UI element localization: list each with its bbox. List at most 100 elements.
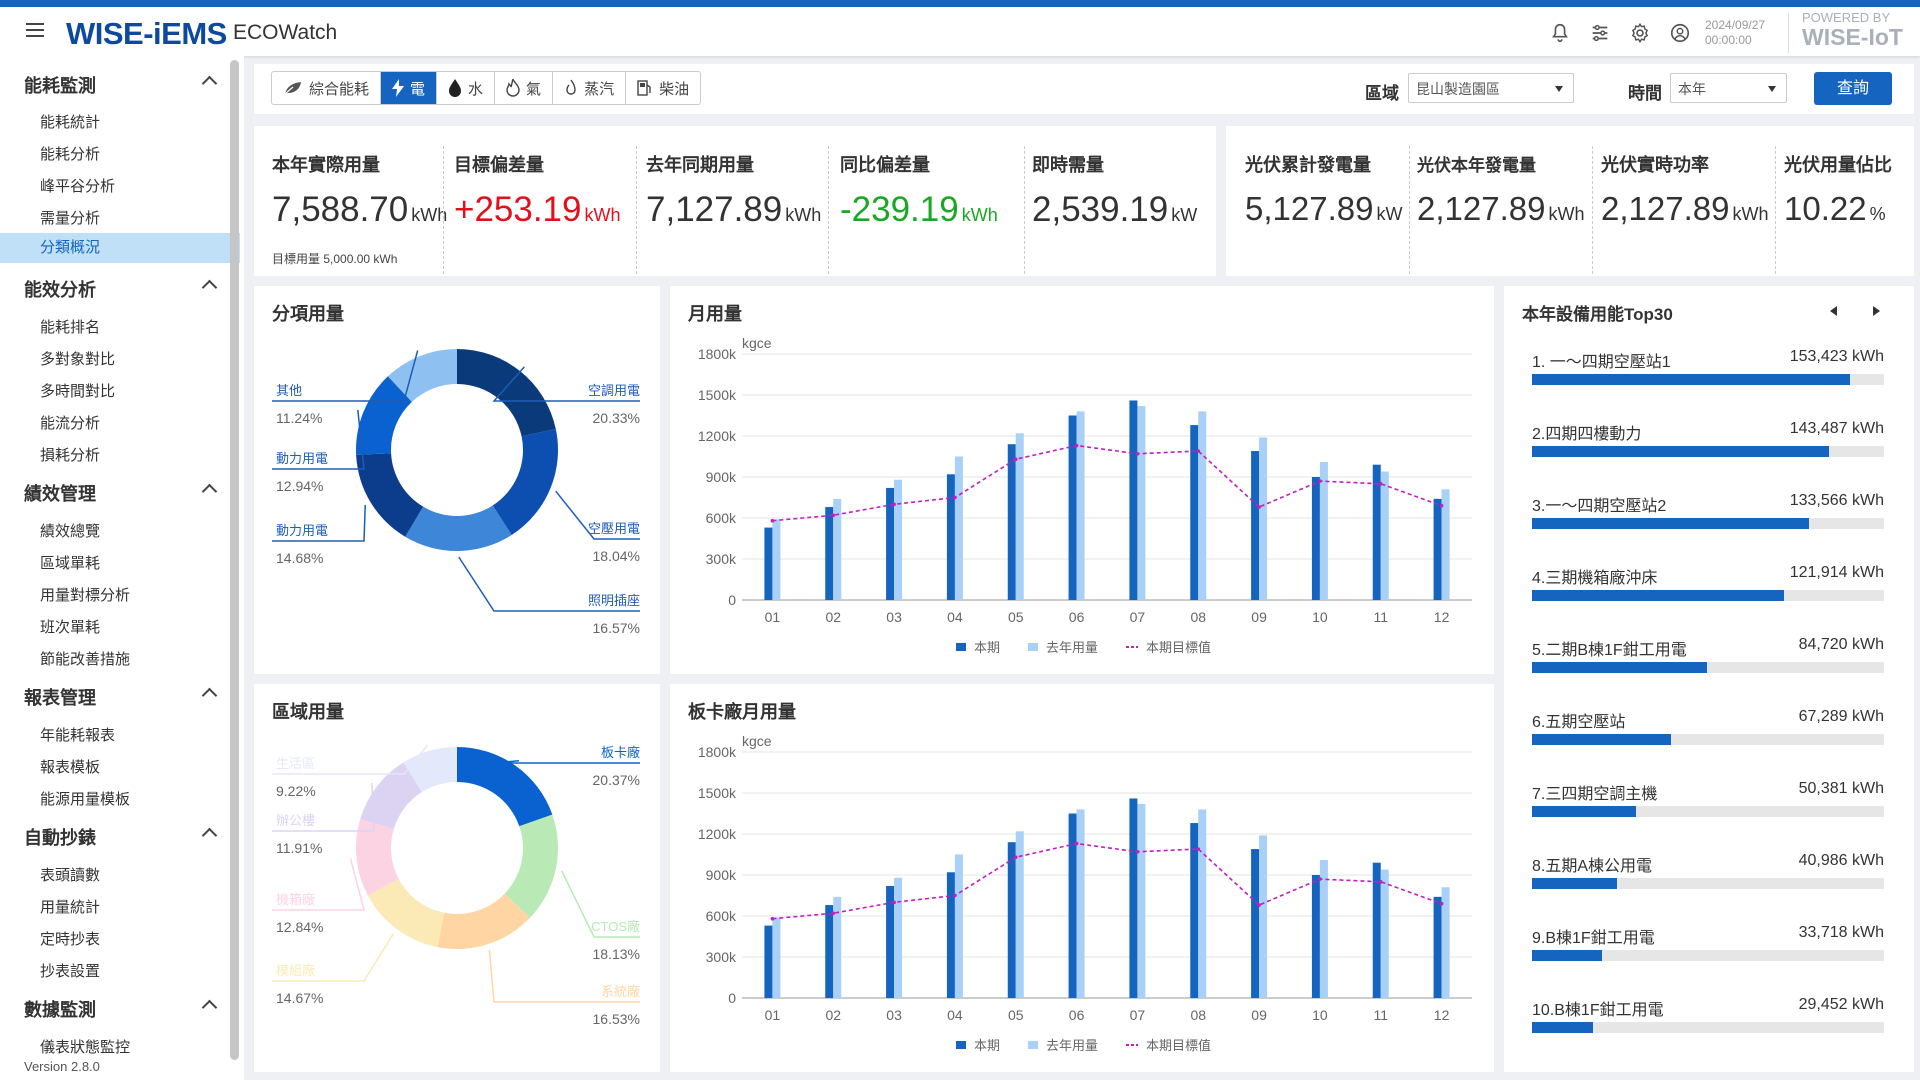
current-datetime: 2024/09/27 00:00:00 <box>1705 18 1765 48</box>
sidebar-item[interactable]: 損耗分析 <box>40 447 101 464</box>
time-select[interactable]: 本年 <box>1670 73 1787 103</box>
bar-current <box>886 885 895 998</box>
chevron-up-icon[interactable] <box>201 999 218 1016</box>
y-tick-label: 600k <box>706 908 737 924</box>
x-tick-label: 11 <box>1373 609 1388 625</box>
sidebar-item[interactable]: 績效總覽 <box>40 523 101 540</box>
dropdown-arrow-icon <box>1768 86 1776 92</box>
sidebar-group-data-monitoring[interactable]: 數據監測 <box>24 1000 96 1020</box>
tab-electricity[interactable]: 電 <box>381 72 438 104</box>
bar-last-year <box>894 479 903 600</box>
bar-current <box>1311 477 1320 600</box>
kpi-unit: kWh <box>584 205 621 225</box>
x-tick-label: 07 <box>1130 609 1146 625</box>
water-drop-icon <box>449 79 462 97</box>
bell-icon[interactable] <box>1549 22 1571 44</box>
chevron-up-icon[interactable] <box>201 279 218 296</box>
tab-steam[interactable]: 蒸汽 <box>553 72 627 104</box>
donut-slice-pct: 11.24% <box>276 410 322 426</box>
bar-current <box>1251 849 1260 998</box>
sidebar-item[interactable]: 能耗排名 <box>40 319 101 336</box>
sidebar-item[interactable]: 年能耗報表 <box>40 727 116 744</box>
user-icon[interactable] <box>1669 22 1691 44</box>
time-label: 時間 <box>1628 84 1662 103</box>
pv-kpi-value: 2,127.89 kWh <box>1601 190 1768 228</box>
sidebar-item[interactable]: 能耗統計 <box>40 114 101 131</box>
target-point <box>1196 449 1201 453</box>
sidebar-item[interactable]: 能耗分析 <box>40 146 101 163</box>
donut-leader-line <box>555 490 640 540</box>
tab-water[interactable]: 水 <box>437 72 496 104</box>
y-tick-label: 900k <box>706 469 737 485</box>
sidebar-item[interactable]: 儀表狀態監控 <box>40 1039 131 1056</box>
sidebar-item[interactable]: 能源用量模板 <box>40 791 131 808</box>
chevron-up-icon[interactable] <box>201 483 218 500</box>
sidebar-item[interactable]: 多對象對比 <box>40 351 116 368</box>
donut-slice <box>504 814 558 918</box>
sidebar-item[interactable]: 區域單耗 <box>40 555 101 572</box>
kpi-number: -239.19 <box>840 190 959 229</box>
target-point <box>1378 880 1383 884</box>
sidebar-scrollbar[interactable] <box>230 60 239 1060</box>
tab-diesel[interactable]: 柴油 <box>626 72 700 104</box>
sidebar-item[interactable]: 定時抄表 <box>40 931 101 948</box>
prev-arrow-icon[interactable] <box>1830 306 1837 316</box>
bar-current <box>1433 498 1442 600</box>
donut-slice-label: 辦公樓 <box>276 813 315 828</box>
chevron-up-icon[interactable] <box>201 75 218 92</box>
sidebar-group-reports[interactable]: 報表管理 <box>24 688 96 708</box>
sidebar-item[interactable]: 報表模板 <box>40 759 101 776</box>
bar-last-year <box>833 498 842 600</box>
filter-sliders-icon[interactable] <box>1589 22 1611 44</box>
ranking-bar-fill <box>1532 374 1850 385</box>
area-select[interactable]: 昆山製造園區 <box>1408 73 1574 103</box>
divider <box>1409 146 1411 274</box>
sidebar-item[interactable]: 抄表設置 <box>40 963 101 980</box>
tab-label: 柴油 <box>659 80 690 98</box>
ranking-item-value: 33,718 kWh <box>1798 924 1884 941</box>
target-point <box>770 518 775 523</box>
sidebar-group-efficiency[interactable]: 能效分析 <box>24 280 96 300</box>
bar-current <box>1129 400 1138 600</box>
divider <box>636 146 638 274</box>
sidebar-item-active[interactable]: 分類概況 <box>0 233 240 263</box>
menu-icon[interactable] <box>26 23 44 37</box>
query-button[interactable]: 查詢 <box>1814 72 1892 105</box>
tab-gas[interactable]: 氣 <box>495 72 554 104</box>
pv-kpi-label: 光伏用量佔比 <box>1784 155 1892 175</box>
sidebar-item[interactable]: 需量分析 <box>40 210 101 227</box>
bar-last-year <box>1319 461 1328 600</box>
sidebar-group-auto-reading[interactable]: 自動抄錶 <box>24 828 96 848</box>
pv-kpi-number: 10.22 <box>1784 190 1867 227</box>
tab-overall-energy[interactable]: 綜合能耗 <box>272 72 382 104</box>
donut-slice-label: 照明插座 <box>588 593 640 608</box>
donut-slice-pct: 16.57% <box>593 620 640 636</box>
ranking-item-name: 4.三期機箱廠沖床 <box>1532 570 1658 587</box>
sidebar-group-performance[interactable]: 績效管理 <box>24 484 96 504</box>
next-arrow-icon[interactable] <box>1873 306 1880 316</box>
sidebar-item[interactable]: 節能改善措施 <box>40 651 131 668</box>
gear-icon[interactable] <box>1629 22 1651 44</box>
sidebar-item[interactable]: 表頭讀數 <box>40 867 101 884</box>
sidebar-item[interactable]: 峰平谷分析 <box>40 178 116 195</box>
kpi-label: 去年同期用量 <box>646 155 754 175</box>
chevron-up-icon[interactable] <box>201 827 218 844</box>
sidebar-item[interactable]: 用量對標分析 <box>40 587 131 604</box>
sidebar-group-energy-monitoring[interactable]: 能耗監測 <box>24 76 96 96</box>
app-logo: WISE-iEMS <box>66 16 227 51</box>
bar-current <box>1129 798 1138 998</box>
y-tick-label: 1800k <box>698 744 737 760</box>
ranking-item-name: 7.三四期空調主機 <box>1532 786 1658 803</box>
sidebar-item[interactable]: 能流分析 <box>40 415 101 432</box>
legend-label: 去年用量 <box>1046 1038 1098 1053</box>
target-point <box>1257 903 1261 907</box>
x-tick-label: 09 <box>1251 609 1267 625</box>
card-title: 區域用量 <box>272 702 344 722</box>
sidebar-item[interactable]: 用量統計 <box>40 899 101 916</box>
leaf-icon <box>284 82 301 95</box>
sidebar-item[interactable]: 多時間對比 <box>40 383 116 400</box>
ranking-bar-track <box>1532 878 1884 889</box>
chevron-up-icon[interactable] <box>201 687 218 704</box>
ranking-item-value: 143,487 kWh <box>1789 420 1884 437</box>
sidebar-item[interactable]: 班次單耗 <box>40 619 101 636</box>
